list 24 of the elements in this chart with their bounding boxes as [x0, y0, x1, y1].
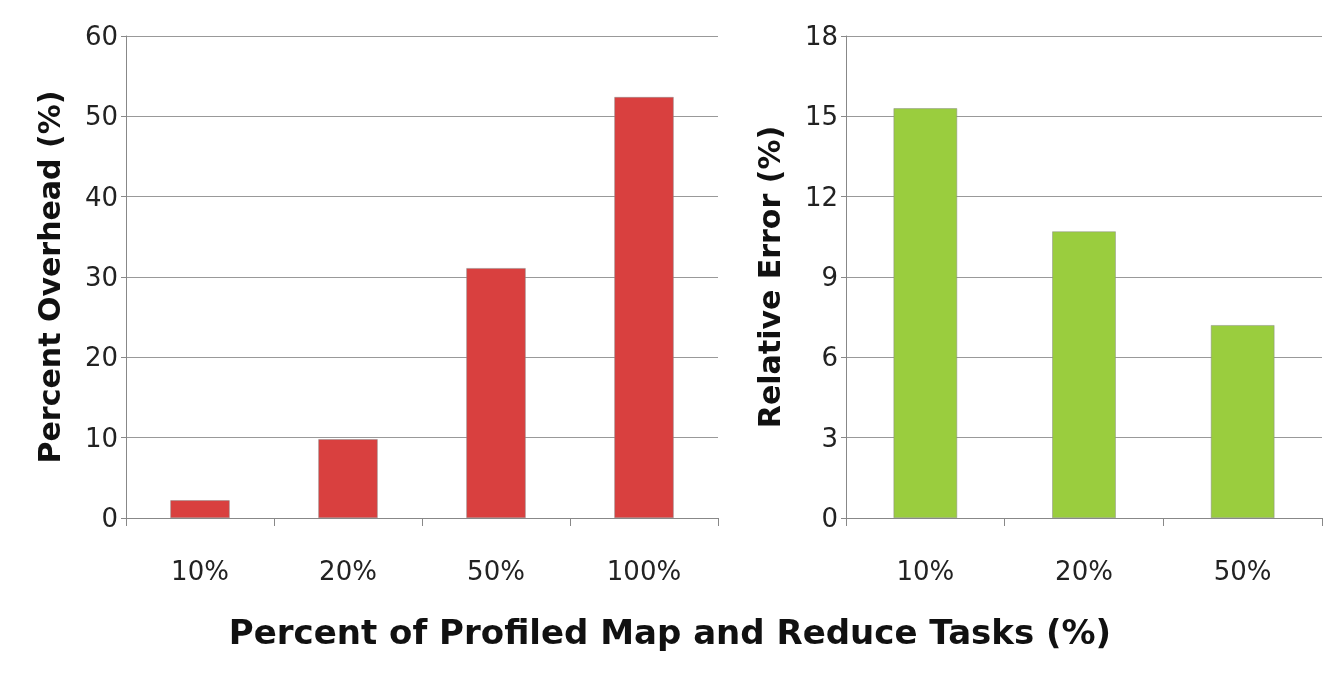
- y-tick-label: 0: [821, 503, 838, 533]
- y-tick-label: 0: [101, 503, 118, 533]
- x-tick-label: 10%: [171, 556, 229, 586]
- y-tick-label: 10: [84, 422, 118, 453]
- y-tick-label: 30: [84, 262, 118, 292]
- y-tick-label: 6: [821, 342, 838, 373]
- y-axis-title: Percent Overhead (%): [31, 90, 67, 464]
- y-tick-label: 12: [804, 181, 838, 212]
- y-tick-label: 20: [84, 342, 118, 373]
- x-axis-title: Percent of Profiled Map and Reduce Tasks (%): [227, 612, 1113, 652]
- x-tick-label: 20%: [319, 556, 377, 586]
- y-tick-label: 15: [804, 101, 838, 132]
- x-tick-label: 100%: [606, 556, 682, 586]
- y-tick-label: 40: [84, 181, 118, 212]
- x-tick-label: 10%: [896, 556, 955, 586]
- y-tick-label: 9: [821, 262, 838, 292]
- y-tick-label: 3: [821, 422, 838, 453]
- y-tick-label: 60: [84, 21, 118, 51]
- x-tick-label: 20%: [1055, 556, 1113, 586]
- x-tick-label: 50%: [467, 556, 525, 586]
- y-axis-title: Relative Error (%): [751, 125, 787, 429]
- x-tick-label: 50%: [1213, 556, 1272, 586]
- y-tick-label: 50: [84, 101, 118, 132]
- y-tick-label: 18: [804, 21, 838, 51]
